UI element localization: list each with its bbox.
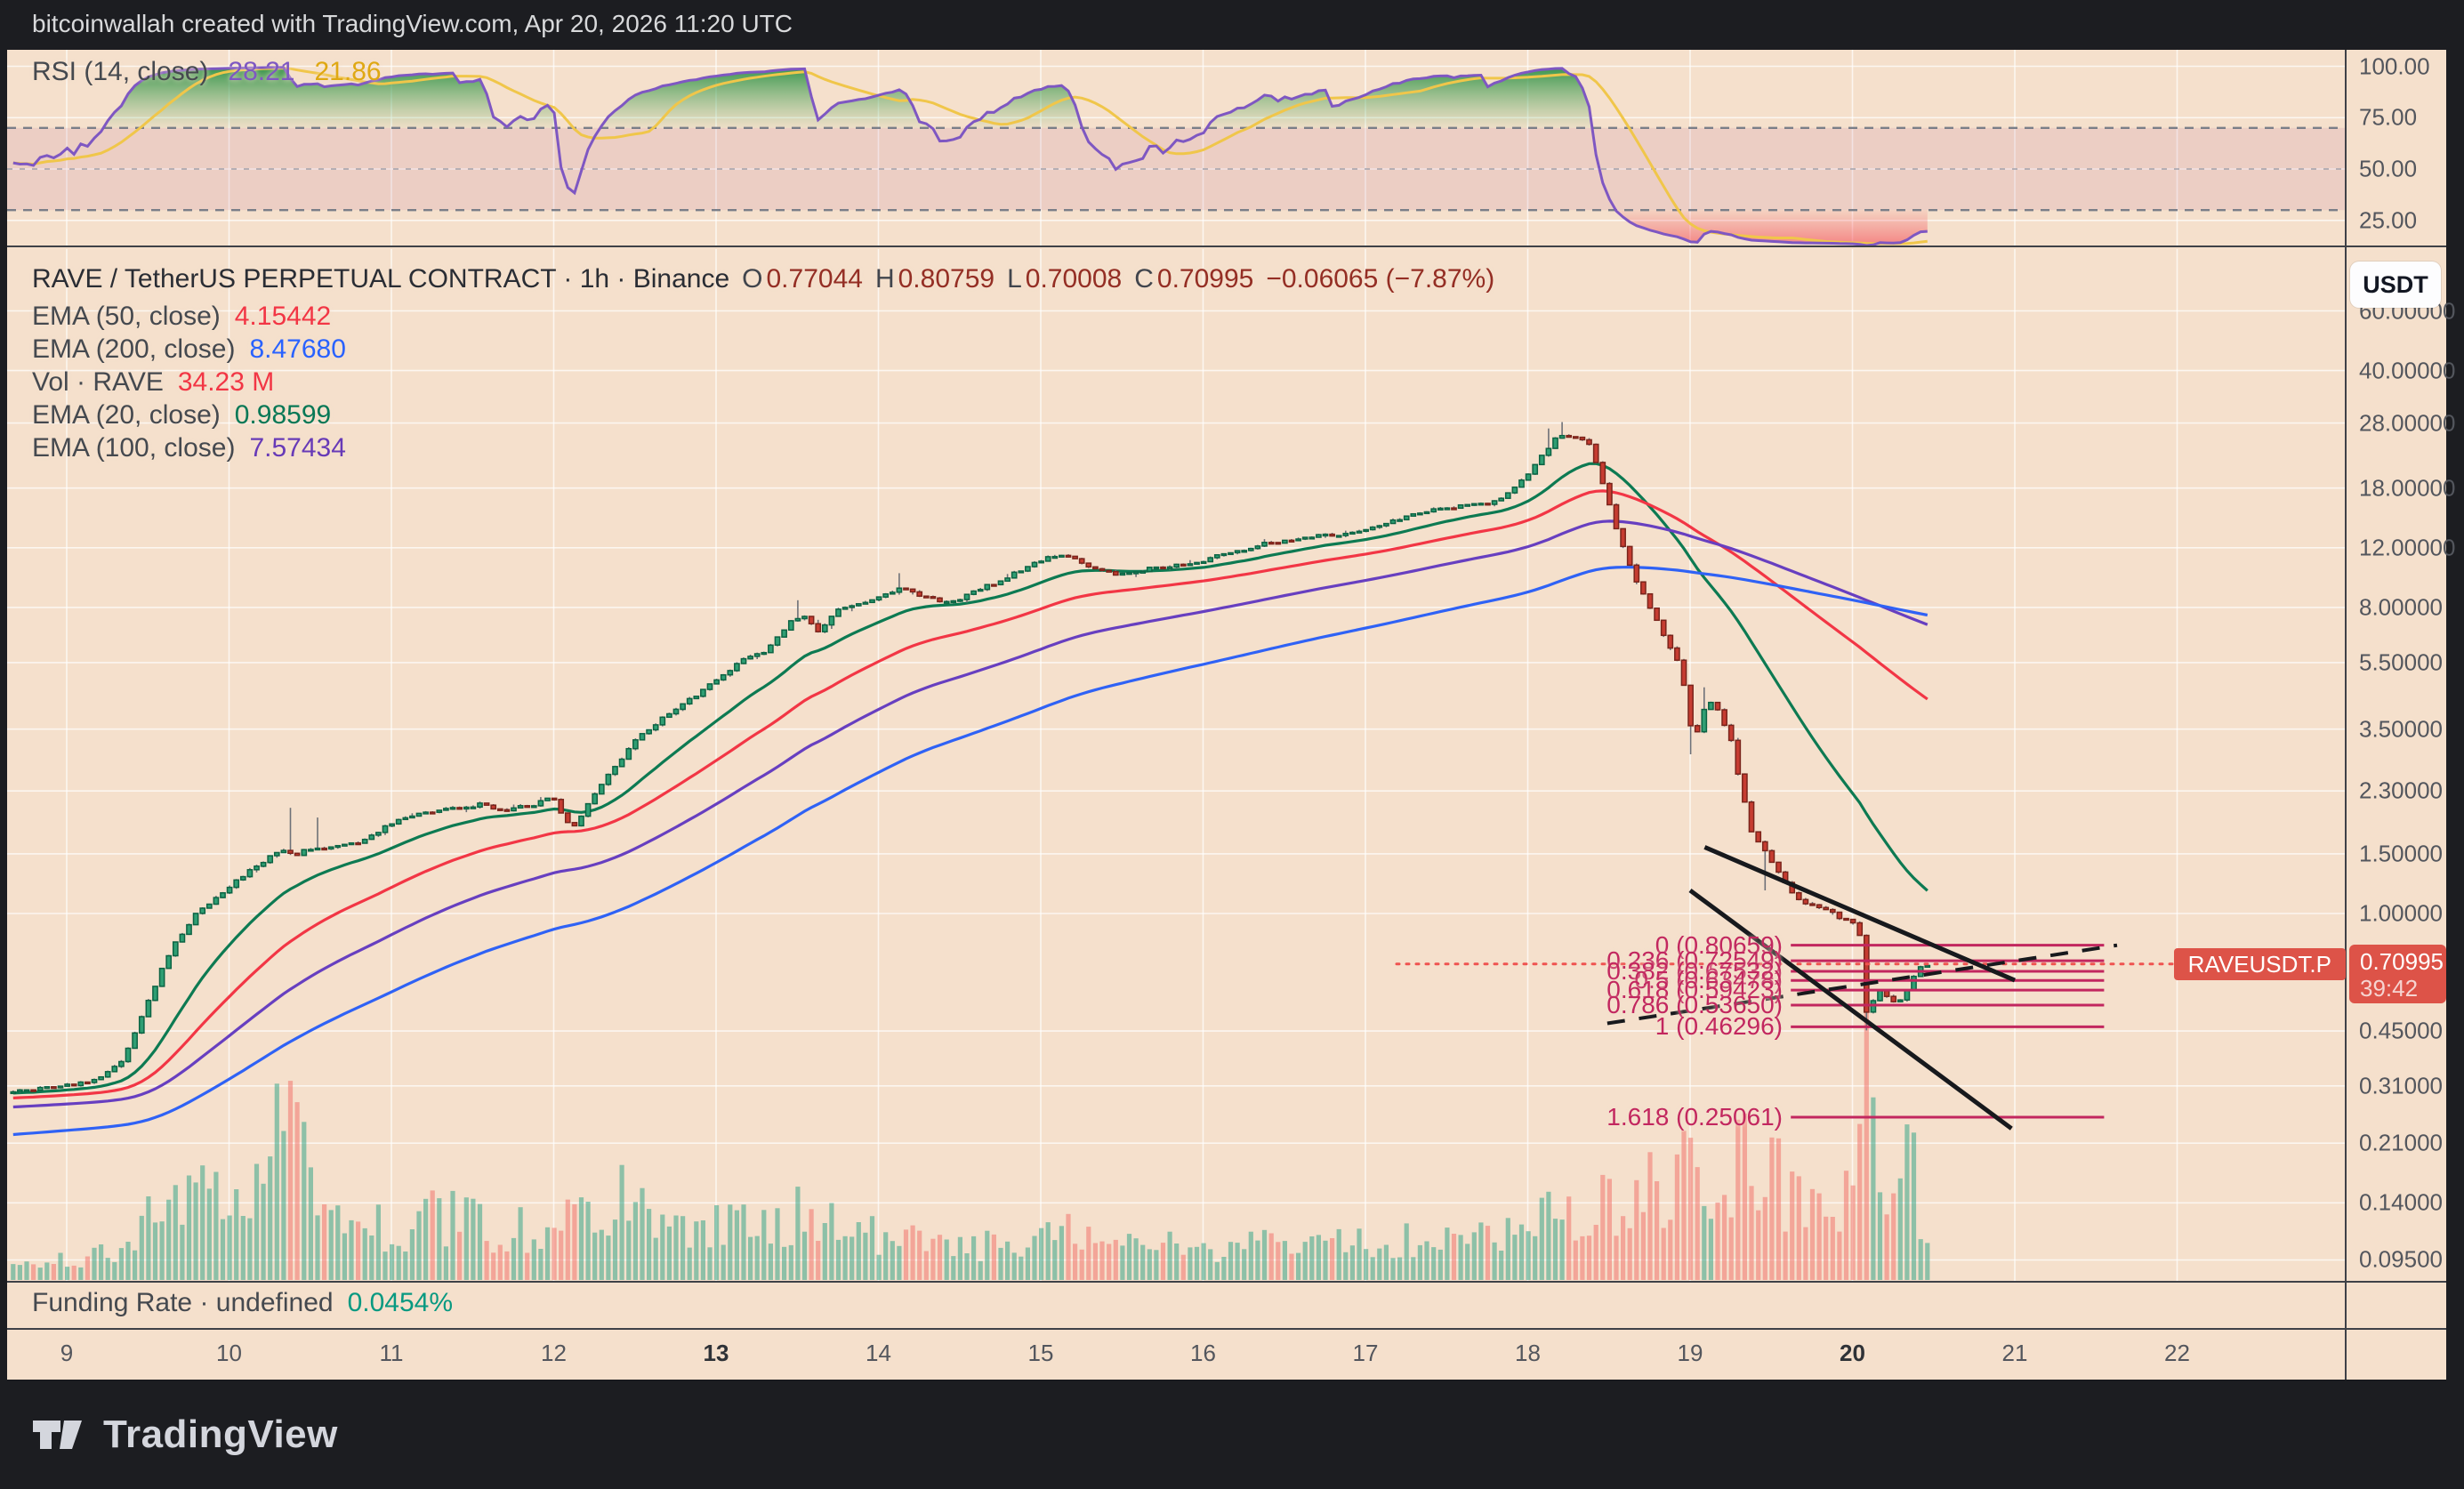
indicator-legend-row[interactable]: Vol · RAVE 34.23 M	[32, 366, 346, 398]
indicator-label: EMA (50, close)	[32, 301, 221, 331]
ohlc-value: 0.70008	[1025, 264, 1123, 294]
symbol-title: RAVE / TetherUS PERPETUAL CONTRACT · 1h …	[32, 264, 730, 294]
watermark-bar: bitcoinwallah created with TradingView.c…	[0, 0, 2464, 48]
ohlc-key: H	[874, 264, 895, 294]
watermark-text: bitcoinwallah created with TradingView.c…	[32, 10, 793, 37]
indicator-label: EMA (20, close)	[32, 399, 221, 430]
ohlc-value: 0.70995	[1156, 264, 1254, 294]
footer-bar: TradingView	[0, 1380, 2464, 1489]
change-value: −0.06065 (−7.87%)	[1266, 264, 1495, 294]
ohlc-value: 0.77044	[766, 264, 863, 294]
indicator-label: EMA (100, close)	[32, 432, 236, 463]
indicator-value: 8.47680	[249, 334, 346, 364]
bar-countdown: 39:42	[2360, 975, 2419, 1002]
tradingview-logo-mark[interactable]	[32, 1420, 84, 1450]
last-price: 0.70995	[2360, 948, 2444, 975]
indicator-legend-row[interactable]: EMA (200, close) 8.47680	[32, 333, 346, 366]
time-scale[interactable]	[7, 1329, 2346, 1380]
indicator-legend-row[interactable]: EMA (20, close) 0.98599	[32, 398, 346, 431]
indicator-value: 4.15442	[234, 301, 332, 331]
ohlc-key: C	[1134, 264, 1154, 294]
symbol-legend[interactable]: RAVE / TetherUS PERPETUAL CONTRACT · 1h …	[32, 264, 1494, 294]
indicator-legend-row[interactable]: EMA (50, close) 4.15442	[32, 300, 346, 333]
rsi-legend[interactable]: RSI (14, close) 28.21 21.86	[32, 57, 382, 87]
tradingview-logo-icon	[33, 1421, 82, 1449]
ohlc-key: O	[742, 264, 763, 294]
price-scale[interactable]	[2346, 50, 2446, 1380]
tradingview-wordmark[interactable]: TradingView	[103, 1413, 338, 1456]
indicator-legend-row[interactable]: EMA (100, close) 7.57434	[32, 431, 346, 464]
rsi-ma-value: 21.86	[314, 57, 382, 86]
indicator-label: Vol · RAVE	[32, 366, 164, 397]
last-price-badge: 0.70995 39:42	[2349, 945, 2446, 1003]
indicator-legends: EMA (50, close) 4.15442 EMA (200, close) 8.…	[32, 300, 346, 464]
funding-label: Funding Rate · undefined	[32, 1288, 334, 1317]
symbol-axis-badge: RAVEUSDT.P	[2173, 948, 2346, 980]
funding-legend[interactable]: Funding Rate · undefined 0.0454%	[32, 1288, 453, 1318]
indicator-value: 0.98599	[234, 399, 332, 430]
ohlc-row: O 0.77044 H 0.80759 L 0.70008 C 0.70995	[729, 264, 1253, 294]
rsi-legend-label: RSI (14, close)	[32, 57, 209, 86]
currency-toggle-button[interactable]: USDT	[2350, 262, 2441, 308]
indicator-value: 7.57434	[249, 432, 346, 463]
ohlc-key: L	[1007, 264, 1022, 294]
indicator-value: 34.23 M	[177, 366, 275, 397]
rsi-value: 28.21	[228, 57, 295, 86]
indicator-label: EMA (200, close)	[32, 334, 236, 364]
funding-value: 0.0454%	[347, 1288, 454, 1317]
ohlc-value: 0.80759	[898, 264, 995, 294]
